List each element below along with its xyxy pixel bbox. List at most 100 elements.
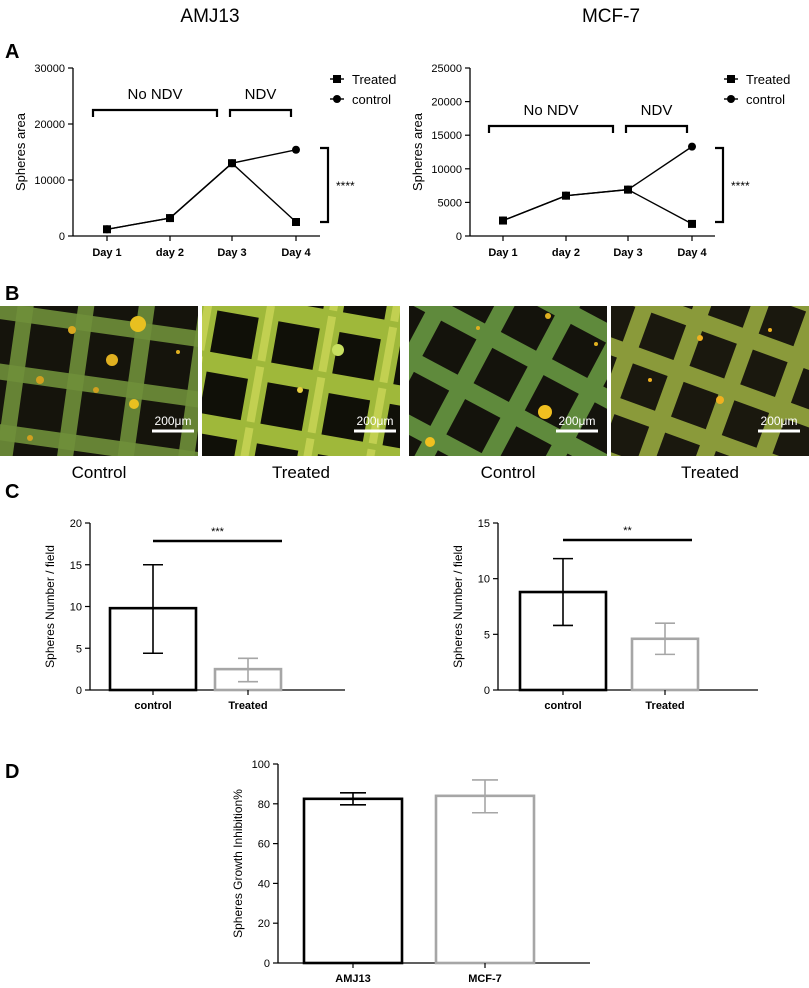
heading-mcf7: MCF-7: [582, 6, 640, 27]
bracket: [228, 108, 293, 117]
chart-c-mcf7: 0 5 10 15 Spheres Number / field control Treat…: [451, 518, 758, 712]
y-tick-label: 10: [70, 602, 82, 614]
y-tick-label: 15: [478, 518, 490, 530]
panel-label-b: B: [5, 283, 19, 305]
chart-a-mcf7: 0 5000 10000 15000 20000 25000 Spheres area Day…: [410, 63, 790, 259]
bracket: [487, 124, 615, 133]
x-tick-label: AMJ13: [335, 973, 370, 985]
scale-label: 200μm: [761, 414, 798, 428]
y-tick-label: 0: [76, 685, 82, 697]
legend-marker: [333, 95, 341, 103]
significance-label: ****: [731, 179, 750, 193]
y-axis-label: Spheres area: [13, 112, 28, 191]
data-point-circle: [688, 142, 696, 151]
bar-mcf-7: [434, 794, 536, 965]
y-tick-label: 10: [478, 574, 490, 586]
panel-label-c: C: [5, 481, 19, 503]
x-tick-label: Treated: [645, 700, 684, 712]
scale-label: 200μm: [357, 414, 394, 428]
micrograph-mcf7-treated: 200μm: [611, 306, 809, 456]
y-tick-label: 20000: [431, 97, 462, 109]
significance-label: ***: [211, 526, 225, 538]
y-tick-label: 15: [70, 560, 82, 572]
y-tick-label: 30000: [34, 63, 65, 75]
x-tick-label: day 2: [552, 247, 580, 259]
series-line-control: [106, 149, 297, 230]
legend-label: Treated: [746, 72, 790, 87]
x-tick-label: Treated: [228, 700, 267, 712]
y-tick-label: 20: [258, 918, 270, 930]
y-tick-label: 10000: [431, 164, 462, 176]
caption-mcf7-treated: Treated: [681, 463, 739, 482]
caption-amj13-control: Control: [72, 463, 127, 482]
data-point-square: [688, 219, 696, 228]
y-tick-label: 5000: [438, 197, 462, 209]
data-point-circle: [103, 225, 111, 234]
significance-bracket: [320, 146, 330, 224]
y-tick-label: 100: [252, 759, 270, 771]
chart-a-amj13: 0 10000 20000 30000 Spheres area Day 1 day 2 Da…: [13, 63, 396, 259]
bracket-label: NDV: [245, 86, 277, 103]
x-tick-label: control: [134, 700, 171, 712]
y-axis-label: Spheres Growth Inhibition%: [231, 789, 245, 938]
y-tick-label: 0: [484, 685, 490, 697]
micrograph-amj13-control: 200μm: [0, 306, 198, 456]
micrograph-mcf7-control: 200μm: [409, 306, 607, 456]
chart-c-amj13: 0 5 10 15 20 Spheres Number / field control Tre…: [43, 518, 345, 712]
y-axis-label: Spheres area: [410, 112, 425, 191]
heading-amj13: AMJ13: [180, 6, 239, 27]
caption-amj13-treated: Treated: [272, 463, 330, 482]
data-point-circle: [499, 216, 507, 225]
series-line-control: [502, 146, 693, 222]
bracket-label: No NDV: [523, 102, 578, 119]
scale-label: 200μm: [559, 414, 596, 428]
legend-label: control: [352, 92, 391, 107]
significance-bracket: [715, 146, 725, 224]
x-tick-label: MCF-7: [468, 973, 502, 985]
y-axis-label: Spheres Number / field: [451, 545, 465, 668]
y-tick-label: 20000: [34, 119, 65, 131]
bracket-label: No NDV: [127, 86, 182, 103]
y-tick-label: 60: [258, 839, 270, 851]
y-tick-label: 0: [456, 231, 462, 243]
data-point-circle: [562, 191, 570, 200]
legend-marker: [727, 95, 735, 103]
caption-mcf7-control: Control: [481, 463, 536, 482]
series-line-treated: [106, 162, 297, 230]
data-point-circle: [292, 145, 300, 154]
significance-label: ****: [336, 179, 355, 193]
data-point-circle: [166, 214, 174, 223]
bracket: [624, 124, 689, 133]
x-tick-label: control: [544, 700, 581, 712]
x-tick-label: Day 4: [677, 247, 707, 259]
y-tick-label: 80: [258, 799, 270, 811]
data-point-circle: [624, 185, 632, 194]
legend-marker: [727, 75, 735, 83]
y-tick-label: 40: [258, 878, 270, 890]
significance-label: **: [623, 525, 632, 537]
y-tick-label: 10000: [34, 175, 65, 187]
x-tick-label: Day 3: [217, 247, 246, 259]
x-tick-label: Day 1: [92, 247, 121, 259]
y-tick-label: 15000: [431, 130, 462, 142]
bracket-label: NDV: [641, 102, 673, 119]
panel-label-a: A: [5, 41, 19, 63]
scale-label: 200μm: [155, 414, 192, 428]
legend-marker: [333, 75, 341, 83]
y-tick-label: 20: [70, 518, 82, 530]
legend-label: Treated: [352, 72, 396, 87]
y-tick-label: 0: [59, 231, 65, 243]
x-tick-label: Day 3: [613, 247, 642, 259]
y-tick-label: 5: [484, 629, 490, 641]
y-tick-label: 25000: [431, 63, 462, 75]
bar-amj13: [302, 797, 404, 965]
y-tick-label: 0: [264, 958, 270, 970]
x-tick-label: Day 4: [281, 247, 311, 259]
data-point-square: [292, 218, 300, 226]
y-tick-label: 5: [76, 643, 82, 655]
chart-d: 0 20 40 60 80 100 Spheres Growth Inhibition% AM…: [231, 759, 590, 985]
data-point-circle: [228, 159, 236, 168]
micrograph-amj13-treated: 200μm: [202, 306, 400, 456]
bracket: [91, 108, 219, 117]
